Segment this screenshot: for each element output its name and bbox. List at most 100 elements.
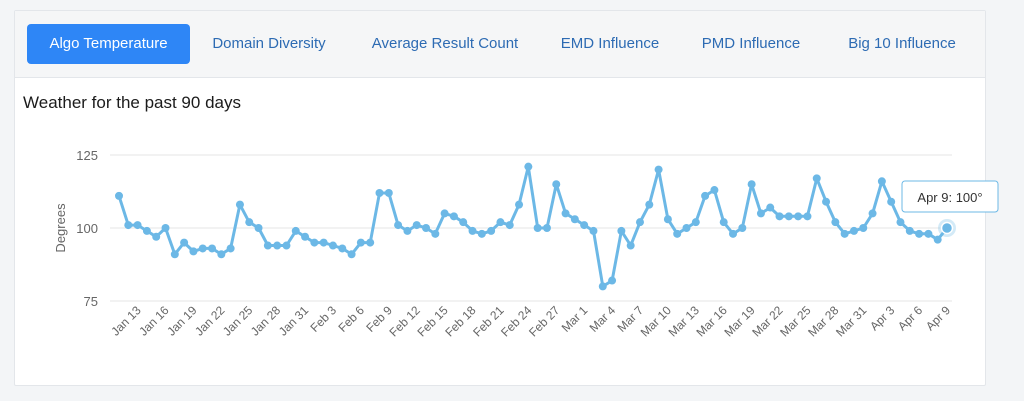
- data-point: [710, 186, 719, 195]
- data-point: [654, 165, 663, 174]
- data-point: [338, 244, 347, 253]
- data-point: [905, 226, 914, 235]
- data-point: [124, 221, 133, 230]
- data-point: [133, 221, 142, 230]
- tab-big-10-influence[interactable]: Big 10 Influence: [848, 35, 956, 52]
- data-point: [226, 244, 235, 253]
- data-point: [877, 177, 886, 186]
- data-point: [254, 224, 263, 232]
- x-tick-label: Feb 3: [308, 303, 340, 335]
- x-tick-label: Feb 27: [526, 303, 563, 340]
- data-point: [394, 221, 403, 230]
- data-point: [533, 224, 542, 232]
- data-point: [440, 209, 449, 218]
- tab-emd-influence[interactable]: EMD Influence: [560, 35, 660, 52]
- data-point: [635, 218, 644, 227]
- data-point: [915, 229, 924, 238]
- tooltip-box: [901, 180, 999, 213]
- x-tick-label: Jan 25: [220, 303, 256, 339]
- data-point: [152, 232, 161, 241]
- x-tick-label: Apr 9: [923, 303, 953, 333]
- data-point: [803, 212, 812, 221]
- chart-title: Weather for the past 90 days: [23, 93, 241, 112]
- y-tick-label: 100: [76, 221, 98, 236]
- data-point: [561, 209, 570, 218]
- tab-average-result-count[interactable]: Average Result Count: [371, 35, 519, 52]
- data-point: [142, 226, 151, 235]
- data-point: [868, 209, 877, 218]
- data-point: [896, 218, 905, 227]
- data-point: [263, 241, 272, 250]
- data-point: [431, 229, 440, 238]
- data-point: [542, 224, 551, 232]
- x-tick-label: Mar 4: [587, 303, 619, 335]
- tooltip-label: Apr 9: 100°: [917, 190, 982, 205]
- data-point: [822, 197, 831, 206]
- data-point: [356, 238, 365, 247]
- data-point: [217, 250, 226, 259]
- tab-algo-temperature[interactable]: Algo Temperature: [27, 24, 190, 64]
- data-point: [738, 224, 747, 232]
- data-point: [682, 224, 691, 232]
- data-point: [849, 226, 858, 235]
- data-point: [198, 244, 207, 253]
- data-point: [403, 226, 412, 235]
- tab-pmd-influence[interactable]: PMD Influence: [701, 35, 801, 52]
- data-point: [170, 250, 179, 259]
- data-point: [701, 191, 710, 200]
- data-point: [366, 238, 375, 247]
- data-point: [887, 197, 896, 206]
- data-point: [273, 241, 282, 250]
- data-point: [301, 232, 310, 241]
- data-point: [412, 221, 421, 230]
- data-point: [570, 215, 579, 224]
- series-line: [117, 165, 949, 288]
- data-point: [422, 224, 431, 232]
- x-tick-label: Mar 31: [833, 303, 870, 340]
- data-point: [468, 226, 477, 235]
- data-point: [319, 238, 328, 247]
- x-tick-label: Jan 22: [192, 303, 228, 339]
- data-point: [831, 218, 840, 227]
- data-point: [310, 238, 319, 247]
- data-point: [189, 247, 198, 256]
- data-point: [505, 221, 514, 230]
- y-tick-label: 75: [84, 294, 98, 309]
- data-point: [756, 209, 765, 218]
- data-point: [515, 200, 524, 209]
- data-point: [840, 229, 849, 238]
- data-point: [645, 200, 654, 209]
- data-point: [663, 215, 672, 224]
- data-point: [617, 226, 626, 235]
- data-point: [328, 241, 337, 250]
- data-point: [208, 244, 217, 253]
- data-point: [245, 218, 254, 227]
- x-tick-label: Mar 1: [559, 303, 591, 335]
- x-tick-label: Apr 3: [867, 303, 897, 333]
- data-point: [719, 218, 728, 227]
- data-point: [589, 226, 598, 235]
- data-point: [477, 229, 486, 238]
- tab-bar: Algo Temperature Domain Diversity Averag…: [15, 11, 985, 78]
- data-point: [924, 229, 933, 238]
- data-point: [747, 180, 756, 189]
- data-point: [552, 180, 561, 189]
- data-point: [375, 188, 384, 197]
- data-point: [384, 188, 393, 197]
- y-axis-label: Degrees: [53, 203, 68, 253]
- data-point: [673, 229, 682, 238]
- data-point: [496, 218, 505, 227]
- data-point: [235, 200, 244, 209]
- tab-domain-diversity[interactable]: Domain Diversity: [212, 35, 326, 52]
- data-point: [291, 226, 300, 235]
- x-tick-label: Jan 31: [276, 303, 312, 339]
- data-point: [691, 218, 700, 227]
- data-point: [812, 174, 821, 183]
- data-point: [115, 191, 123, 200]
- x-tick-label: Apr 6: [895, 303, 925, 333]
- x-tick-label: Feb 6: [335, 303, 367, 335]
- x-tick-label: Jan 28: [248, 303, 284, 339]
- data-point: [859, 224, 868, 232]
- data-point: [794, 212, 803, 221]
- data-point: [487, 226, 496, 235]
